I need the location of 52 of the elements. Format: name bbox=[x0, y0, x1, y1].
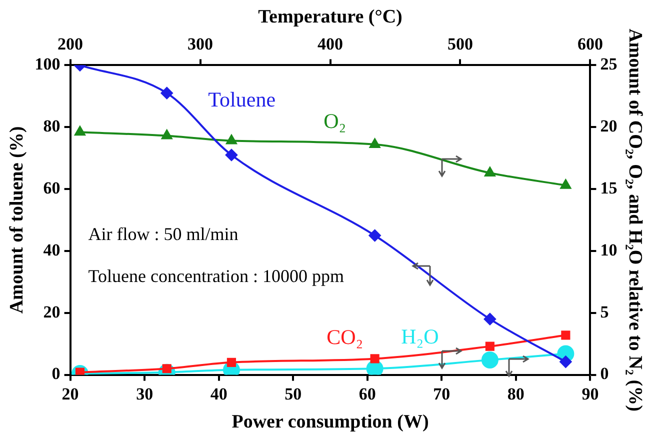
series-label: O₂ bbox=[324, 108, 346, 133]
x-tick-label: 30 bbox=[136, 384, 154, 404]
y-tick-label: 20 bbox=[43, 302, 60, 322]
point bbox=[225, 148, 238, 161]
y-tick-label: 40 bbox=[43, 240, 60, 260]
x2-tick-label: 500 bbox=[447, 34, 473, 54]
point bbox=[74, 126, 86, 136]
y2-tick-label: 0 bbox=[600, 364, 609, 384]
y-tick-label: 80 bbox=[43, 116, 60, 136]
y2-tick-label: 20 bbox=[600, 116, 618, 136]
x-tick-label: 40 bbox=[210, 384, 228, 404]
x-tick-label: 20 bbox=[62, 384, 79, 404]
point bbox=[560, 356, 572, 368]
series-label: H₂O bbox=[401, 324, 439, 348]
point bbox=[561, 330, 570, 340]
series-label: CO₂ bbox=[326, 325, 364, 350]
y2-tick-label: 15 bbox=[600, 178, 618, 198]
annotation: Air flow : 50 ml/min bbox=[88, 224, 238, 244]
y-axis-title: Amount of toluene (%) bbox=[6, 126, 28, 314]
x-tick-label: 90 bbox=[582, 384, 599, 404]
y2-tick-label: 10 bbox=[600, 240, 618, 260]
x-tick-label: 80 bbox=[507, 384, 524, 404]
point bbox=[485, 342, 494, 351]
x2-tick-label: 400 bbox=[318, 34, 343, 54]
y-tick-label: 0 bbox=[52, 364, 60, 384]
point bbox=[560, 179, 572, 189]
x2-axis-title: Temperature (°C) bbox=[258, 6, 402, 28]
point bbox=[366, 360, 384, 375]
annotation: Toluene concentration : 10000 ppm bbox=[88, 266, 344, 286]
y2-tick-label: 5 bbox=[600, 302, 609, 322]
point bbox=[368, 229, 381, 242]
point bbox=[160, 87, 173, 100]
y2-tick-label: 25 bbox=[600, 54, 618, 74]
x-tick-label: 70 bbox=[433, 384, 450, 404]
point bbox=[162, 130, 172, 140]
point bbox=[370, 354, 380, 364]
point bbox=[369, 138, 380, 148]
point bbox=[481, 351, 498, 368]
point bbox=[226, 358, 236, 367]
point bbox=[484, 313, 496, 326]
x-tick-label: 60 bbox=[358, 384, 376, 404]
x2-tick-label: 600 bbox=[577, 34, 603, 54]
x-tick-label: 50 bbox=[284, 384, 302, 404]
y2-axis-title: Amount of CO₂, O₂, and H₂O relative to N₂ (%) bbox=[624, 28, 646, 412]
point bbox=[484, 166, 496, 176]
x-axis-title: Power consumption (W) bbox=[232, 412, 429, 433]
x2-tick-label: 300 bbox=[188, 34, 214, 54]
y-tick-label: 60 bbox=[43, 178, 60, 198]
series-label: Toluene bbox=[208, 88, 276, 112]
point bbox=[226, 134, 237, 144]
y-tick-label: 100 bbox=[34, 54, 60, 74]
x2-tick-label: 200 bbox=[58, 34, 84, 54]
